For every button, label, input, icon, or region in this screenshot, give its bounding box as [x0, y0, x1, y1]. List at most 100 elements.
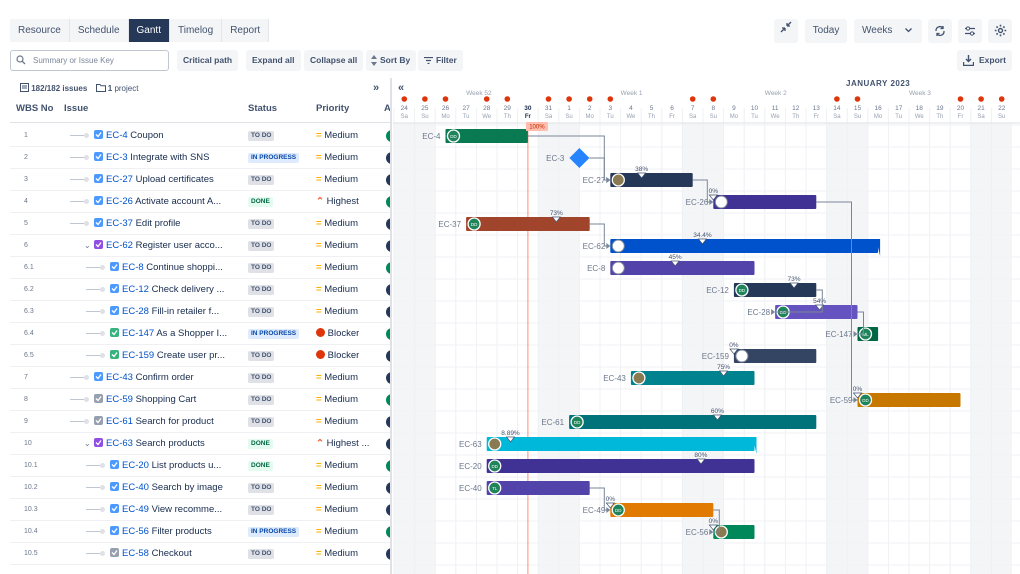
task-bar[interactable] [445, 129, 528, 143]
issue-key[interactable]: EC-27 [106, 174, 133, 185]
issue-cell[interactable]: EC-40 Search by image [110, 477, 242, 499]
status-badge[interactable]: TO DO [248, 263, 275, 273]
status-badge[interactable]: TO DO [248, 505, 275, 515]
issue-cell[interactable]: EC-59 Shopping Cart [94, 389, 242, 411]
export-button[interactable]: Export [957, 50, 1012, 71]
priority-cell[interactable]: = Medium [316, 521, 358, 543]
table-row[interactable]: 10.3 EC-49 View recomme... TO DO = Medium [10, 499, 392, 521]
status-badge[interactable]: IN PROGRESS [248, 527, 300, 537]
issue-key[interactable]: EC-28 [122, 306, 149, 317]
table-row[interactable]: 2 EC-3 Integrate with SNS IN PROGRESS = Med… [10, 147, 392, 169]
issue-key[interactable]: EC-61 [106, 416, 133, 427]
progress-marker[interactable] [551, 216, 562, 223]
task-bar[interactable] [630, 371, 755, 385]
assignee-avatar[interactable] [735, 349, 749, 363]
issue-key[interactable]: EC-3 [106, 152, 128, 163]
task-bar[interactable] [486, 481, 590, 495]
priority-cell[interactable]: = Medium [316, 389, 358, 411]
task-bar[interactable] [569, 415, 817, 429]
issue-title[interactable]: Checkout [151, 548, 192, 559]
status-badge[interactable]: DONE [248, 461, 273, 471]
issue-title[interactable]: Fill-in retailer f... [151, 306, 220, 317]
issue-title[interactable]: Activate account A... [135, 196, 222, 207]
progress-marker[interactable] [505, 436, 516, 443]
assignee-avatar[interactable] [386, 284, 392, 296]
issue-cell[interactable]: EC-58 Checkout [110, 543, 242, 565]
priority-cell[interactable]: = Medium [316, 367, 358, 389]
assignee-avatar[interactable] [735, 283, 749, 297]
assignee-avatar[interactable] [386, 372, 392, 384]
status-badge[interactable]: TO DO [248, 285, 275, 295]
assignee-avatar[interactable] [386, 504, 392, 516]
status-badge[interactable]: IN PROGRESS [248, 153, 300, 163]
assignee-avatar[interactable] [611, 173, 625, 187]
assignee-avatar[interactable] [386, 152, 392, 164]
priority-cell[interactable]: = Medium [316, 235, 358, 257]
expand-toggle-icon[interactable]: ⌄ [84, 439, 91, 448]
search-input[interactable]: Summary or Issue Key [10, 50, 169, 71]
progress-marker[interactable] [605, 502, 616, 509]
priority-cell[interactable]: ⌃ Highest [316, 191, 359, 213]
status-badge[interactable]: DONE [248, 197, 273, 207]
issue-key[interactable]: EC-8 [122, 262, 144, 273]
task-bar[interactable] [713, 195, 817, 209]
status-badge[interactable]: TO DO [248, 395, 275, 405]
status-badge[interactable]: TO DO [248, 417, 275, 427]
assignee-avatar[interactable] [714, 195, 728, 209]
status-badge[interactable]: TO DO [248, 241, 275, 251]
status-badge[interactable]: TO DO [248, 175, 275, 185]
issue-cell[interactable]: EC-56 Filter products [110, 521, 242, 543]
issue-key[interactable]: EC-37 [106, 218, 133, 229]
issue-key[interactable]: EC-4 [106, 130, 128, 141]
assignee-avatar[interactable] [611, 239, 625, 253]
table-row[interactable]: 6.1 EC-8 Continue shoppi... TO DO = Medium [10, 257, 392, 279]
issue-title[interactable]: Continue shoppi... [146, 262, 223, 273]
assignee-avatar[interactable] [386, 306, 392, 318]
issue-title[interactable]: Register user acco... [135, 240, 223, 251]
collapse-all-button[interactable]: Collapse all [304, 50, 364, 71]
tab-report[interactable]: Report [222, 19, 270, 42]
issue-title[interactable]: Search products [135, 438, 205, 449]
issue-title[interactable]: Check delivery ... [151, 284, 225, 295]
tab-gantt[interactable]: Gantt [128, 19, 170, 42]
assignee-avatar[interactable] [386, 548, 392, 560]
assignee-avatar[interactable] [386, 394, 392, 406]
progress-marker[interactable] [697, 238, 708, 245]
issue-cell[interactable]: EC-63 Search products [94, 433, 242, 455]
assignee-avatar[interactable] [467, 217, 481, 231]
assignee-avatar[interactable] [386, 262, 392, 274]
issue-title[interactable]: Create user pr... [156, 350, 225, 361]
issue-cell[interactable]: EC-37 Edit profile [94, 213, 242, 235]
issue-key[interactable]: EC-63 [106, 438, 133, 449]
progress-marker[interactable] [718, 370, 729, 377]
issue-cell[interactable]: EC-12 Check delivery ... [110, 279, 242, 301]
expand-all-button[interactable]: Expand all [246, 50, 301, 71]
table-row[interactable]: 10.5 EC-58 Checkout TO DO = Medium [10, 543, 392, 565]
expand-panel-button[interactable]: » [373, 82, 380, 94]
assignee-avatar[interactable] [386, 438, 392, 450]
status-badge[interactable]: TO DO [248, 549, 275, 559]
issue-cell[interactable]: EC-26 Activate account A... [94, 191, 242, 213]
progress-marker[interactable] [670, 260, 680, 267]
assignee-avatar[interactable] [386, 218, 392, 230]
issue-title[interactable]: Search for product [135, 416, 214, 427]
assignee-avatar[interactable] [488, 459, 502, 473]
status-badge[interactable]: TO DO [248, 373, 275, 383]
assignee-avatar[interactable] [858, 393, 873, 407]
progress-marker[interactable] [636, 172, 647, 179]
issue-key[interactable]: EC-62 [106, 240, 133, 251]
issue-cell[interactable]: EC-159 Create user pr... [110, 345, 242, 367]
priority-cell[interactable]: = Medium [316, 213, 358, 235]
issue-key[interactable]: EC-20 [122, 460, 149, 471]
milestone-diamond[interactable] [569, 148, 590, 168]
priority-cell[interactable]: = Medium [316, 543, 358, 565]
issue-cell[interactable]: EC-49 View recomme... [110, 499, 242, 521]
issue-key[interactable]: EC-26 [106, 196, 133, 207]
tab-schedule[interactable]: Schedule [69, 19, 129, 42]
issue-cell[interactable]: EC-8 Continue shoppi... [110, 257, 242, 279]
task-bar[interactable] [610, 261, 755, 275]
task-bar[interactable] [486, 459, 755, 473]
priority-cell[interactable]: ⌃ Highest ... [316, 433, 369, 455]
issue-title[interactable]: Upload certificates [135, 174, 214, 185]
assignee-avatar[interactable] [386, 130, 392, 142]
